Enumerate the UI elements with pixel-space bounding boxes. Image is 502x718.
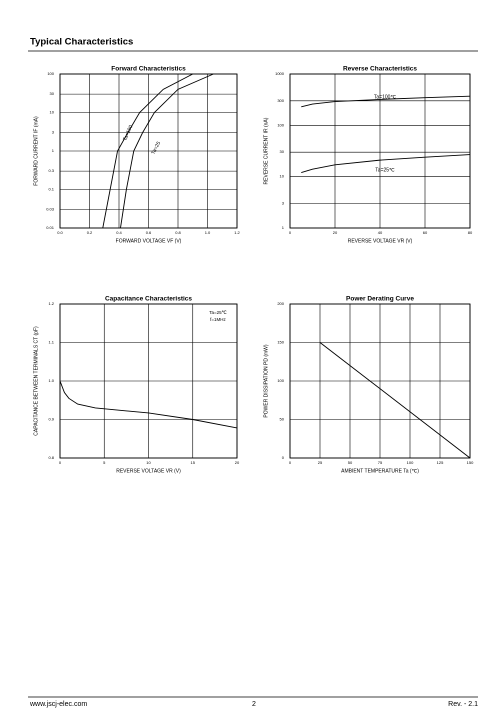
y-tick-label: 1.1 bbox=[48, 340, 54, 345]
x-tick-label: 10 bbox=[146, 460, 151, 465]
y-tick-label: 300 bbox=[277, 98, 284, 103]
y-tick-label: 3 bbox=[282, 201, 285, 206]
x-tick-label: 15 bbox=[191, 460, 196, 465]
y-tick-label: 30 bbox=[50, 91, 55, 96]
x-tick-label: 20 bbox=[235, 460, 240, 465]
x-tick-label: 0.8 bbox=[175, 230, 181, 235]
x-tick-label: 40 bbox=[378, 230, 383, 235]
x-tick-label: 0.0 bbox=[57, 230, 63, 235]
x-tick-label: 0 bbox=[289, 230, 292, 235]
chart-title: Forward Characteristics bbox=[111, 66, 186, 73]
y-axis-label: POWER DISSIPATION PD (mW) bbox=[263, 344, 269, 417]
x-tick-label: 0.4 bbox=[116, 230, 122, 235]
x-axis-label: REVERSE VOLTAGE VR (V) bbox=[116, 468, 181, 474]
y-tick-label: 1 bbox=[282, 225, 285, 230]
x-tick-label: 150 bbox=[467, 460, 474, 465]
x-tick-label: 1.0 bbox=[205, 230, 211, 235]
curve bbox=[59, 380, 238, 429]
y-tick-label: 0.01 bbox=[46, 225, 55, 230]
y-tick-label: 10 bbox=[280, 174, 285, 179]
annotation: f=1MHz bbox=[210, 317, 226, 322]
y-tick-label: 150 bbox=[277, 340, 284, 345]
x-axis-label: FORWARD VOLTAGE VF (V) bbox=[116, 238, 182, 244]
y-tick-label: 200 bbox=[277, 301, 284, 306]
x-tick-label: 1.2 bbox=[234, 230, 240, 235]
y-tick-label: 100 bbox=[47, 71, 54, 76]
y-tick-label: 30 bbox=[280, 149, 285, 154]
curve bbox=[301, 95, 471, 108]
section-title: Typical Characteristics bbox=[30, 37, 133, 48]
x-tick-label: 20 bbox=[333, 230, 338, 235]
y-tick-label: 1.0 bbox=[48, 378, 54, 383]
x-axis-label: REVERSE VOLTAGE VR (V) bbox=[348, 238, 413, 244]
footer-page: 2 bbox=[252, 701, 256, 708]
y-tick-label: 10 bbox=[50, 110, 55, 115]
y-tick-label: 1 bbox=[52, 148, 55, 153]
y-tick-label: 3 bbox=[52, 130, 55, 135]
x-tick-label: 5 bbox=[103, 460, 106, 465]
y-axis-label: CAPACITANCE BETWEEN TERMINALS CT (pF) bbox=[33, 326, 39, 436]
curve bbox=[301, 154, 471, 174]
y-axis-label: REVERSE CURRENT IR (nA) bbox=[263, 117, 269, 184]
x-tick-label: 0.2 bbox=[87, 230, 93, 235]
curve-label: Ta=25 bbox=[150, 140, 162, 155]
y-tick-label: 100 bbox=[277, 378, 284, 383]
x-tick-label: 125 bbox=[437, 460, 444, 465]
x-tick-label: 25 bbox=[318, 460, 323, 465]
y-tick-label: 0.8 bbox=[48, 455, 54, 460]
curve bbox=[319, 342, 471, 459]
x-tick-label: 0 bbox=[59, 460, 62, 465]
chart-title: Capacitance Characteristics bbox=[105, 296, 192, 303]
plot-frame bbox=[289, 73, 471, 229]
x-tick-label: 75 bbox=[378, 460, 383, 465]
footer-revision: Rev. - 2.1 bbox=[448, 701, 478, 708]
x-tick-label: 0 bbox=[289, 460, 292, 465]
y-tick-label: 0.9 bbox=[48, 417, 54, 422]
y-tick-label: 1.2 bbox=[48, 301, 54, 306]
footer-website: www.jscj-elec.com bbox=[29, 701, 87, 708]
x-tick-label: 0.6 bbox=[146, 230, 152, 235]
y-axis-label: FORWARD CURRENT IF (mA) bbox=[33, 116, 39, 186]
plot-frame bbox=[289, 303, 471, 459]
curve-label: Ta=25℃ bbox=[375, 167, 395, 173]
y-tick-label: 1000 bbox=[275, 71, 285, 76]
plot-frame bbox=[59, 73, 238, 229]
y-tick-label: 0.03 bbox=[46, 207, 55, 212]
annotation: Ta=25℃ bbox=[209, 310, 227, 315]
y-tick-label: 100 bbox=[277, 122, 284, 127]
curve bbox=[102, 73, 193, 229]
curve bbox=[120, 73, 214, 229]
y-tick-label: 0 bbox=[282, 455, 285, 460]
x-axis-label: AMBIENT TEMPERATURE Ta (℃) bbox=[341, 468, 419, 474]
x-tick-label: 80 bbox=[468, 230, 473, 235]
chart-title: Power Derating Curve bbox=[346, 296, 414, 303]
x-tick-label: 100 bbox=[407, 460, 414, 465]
chart-title: Reverse Characteristics bbox=[343, 66, 417, 73]
y-tick-label: 0.1 bbox=[48, 187, 54, 192]
y-tick-label: 50 bbox=[280, 417, 285, 422]
x-tick-label: 50 bbox=[348, 460, 353, 465]
curve-label: Ta=100℃ bbox=[374, 94, 397, 100]
x-tick-label: 60 bbox=[423, 230, 428, 235]
y-tick-label: 0.3 bbox=[48, 168, 54, 173]
